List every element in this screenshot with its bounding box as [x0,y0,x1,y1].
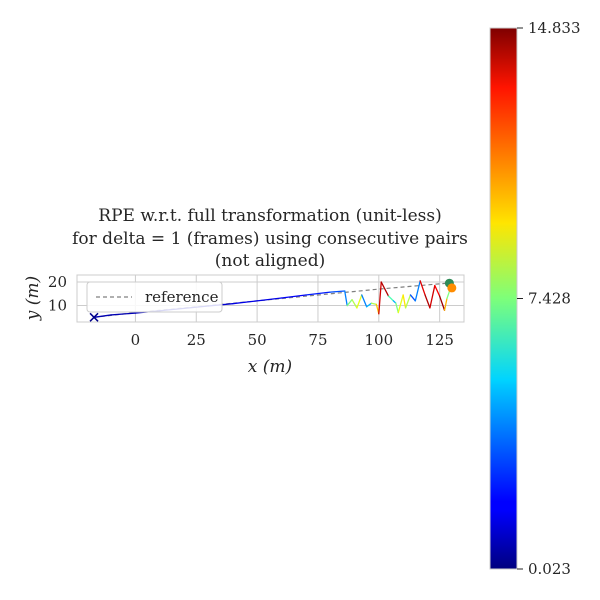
colorbar-ticks: 14.833 7.428 0.023 [517,19,581,578]
trajectory-segment [280,294,307,299]
trajectory-segment [434,284,441,297]
colorbar-gradient [489,27,518,570]
trajectory-segment [443,297,448,311]
colorbar-tick-label: 7.428 [528,290,571,308]
trajectory-segment [395,302,399,314]
legend-reference-label: reference [145,288,219,306]
end-marker [447,283,457,293]
trajectory-segment [305,291,331,296]
legend-box [86,281,223,313]
x-axis-ticks: 0 25 50 75 100 125 [131,331,454,349]
x-tick-label: 0 [131,331,141,349]
title-line-2: for delta = 1 (frames) using consecutive… [72,229,468,249]
trajectory-segment [329,290,346,293]
chart-title: RPE w.r.t. full transformation (unit-les… [72,206,468,271]
trajectory-segment [356,294,363,309]
title-line-3: (not aligned) [215,251,325,271]
trajectory-segment [397,294,404,314]
colorbar-tick-label: 14.833 [528,19,581,37]
trajectory-segment [419,280,426,296]
trajectory-segment [380,281,390,297]
colorbar-tick-label: 0.023 [528,560,571,578]
trajectory-segment [110,312,137,316]
trajectory-segment [232,301,246,305]
trajectory-segment [446,290,451,300]
trajectory-endpoints [89,278,457,322]
trajectory-segment [361,294,368,308]
trajectory-segment [439,295,446,311]
trajectory-segment [387,295,395,302]
trajectory-segment [370,302,378,306]
trajectory-segment [409,294,416,302]
trajectory-segment [404,294,412,309]
trajectory-segment [256,297,283,302]
x-tick-label: 100 [364,331,393,349]
trajectory-segment [414,280,421,302]
trajectory-segment [244,300,258,303]
legend: reference [86,281,223,313]
trajectory-segment [93,314,112,318]
y-axis-label: y (m) [23,276,43,321]
trajectory-segment [344,290,348,307]
trajectory-segment [378,281,382,315]
trajectory-segment [346,299,353,307]
x-tick-label: 125 [425,331,454,349]
x-tick-label: 50 [248,331,267,349]
colorbar: 14.833 7.428 0.023 [489,19,581,578]
trajectory-segment [365,302,373,308]
trajectory-segment [351,299,358,309]
trajectory-segment [429,284,436,309]
x-tick-label: 75 [308,331,327,349]
x-axis-label: x (m) [248,357,292,377]
y-tick-label: 20 [48,273,67,291]
trajectory-segment [424,294,431,309]
title-line-1: RPE w.r.t. full transformation (unit-les… [98,206,441,226]
y-tick-label: 10 [48,297,67,315]
start-marker [89,312,99,322]
x-tick-label: 25 [187,331,206,349]
trajectory-segment [402,294,407,309]
